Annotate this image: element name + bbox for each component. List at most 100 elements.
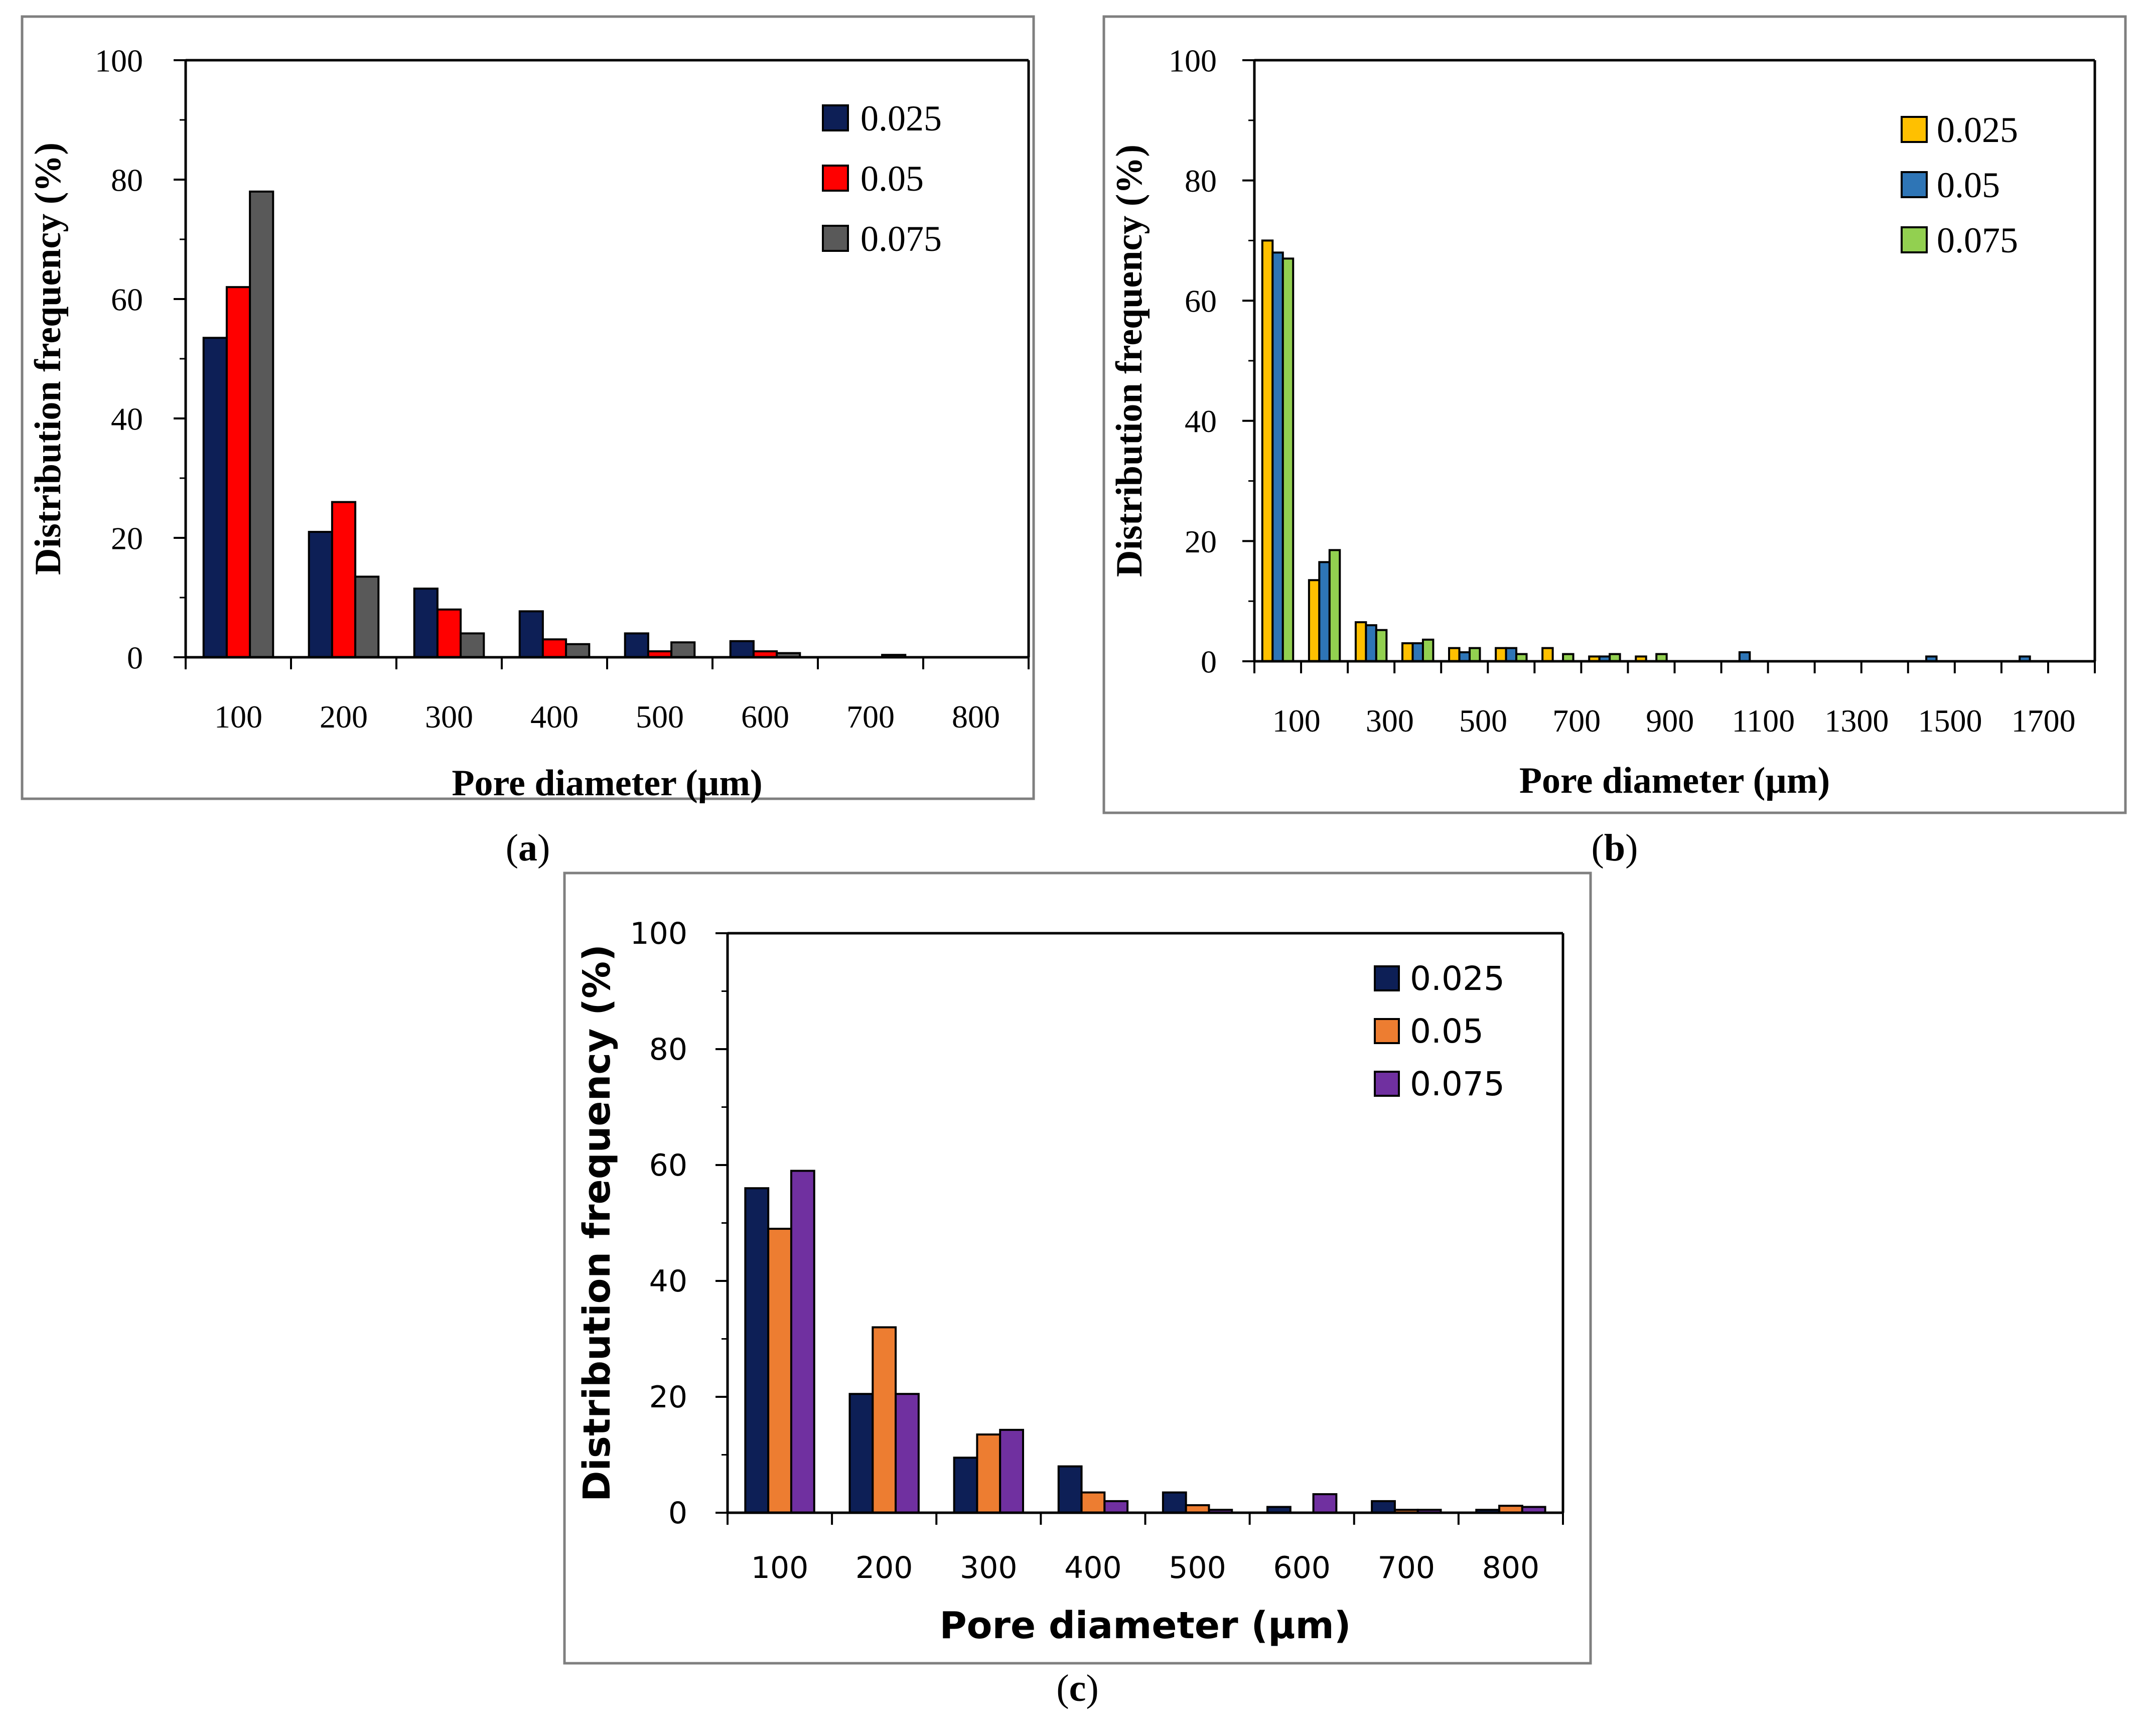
panel-letter: b (1604, 827, 1625, 869)
bar-0.025-400 (1401, 642, 1414, 663)
bar-0.05-400 (1080, 1491, 1106, 1514)
x-tick-label: 100 (214, 699, 262, 735)
y-tick-label: 0 (1201, 644, 1217, 679)
x-tick-label: 1700 (2012, 703, 2076, 739)
legend-label: 0.075 (1410, 1065, 1505, 1103)
x-tick-label: 600 (1273, 1550, 1331, 1585)
paren-open: ( (1592, 827, 1604, 869)
x-tick-label: 100 (1272, 703, 1321, 739)
panel-caption: (b) (1592, 827, 1638, 869)
legend-swatch-0.025 (1901, 116, 1928, 143)
bar-0.075-200 (354, 575, 380, 658)
y-axis-title: Distribution frequency (%) (1109, 144, 1150, 577)
bar-0.025-100 (744, 1187, 770, 1514)
y-axis-title: Distribution frequency (%) (576, 944, 619, 1502)
legend-label: 0.025 (1937, 110, 2018, 150)
bar-0.025-700 (1371, 1500, 1396, 1514)
bar-0.025-700 (1541, 647, 1554, 663)
bar-0.075-300 (1375, 629, 1388, 662)
paren-close: ) (1625, 827, 1638, 869)
bar-0.05-300 (976, 1433, 1001, 1514)
y-tick-label: 60 (1185, 283, 1217, 319)
x-tick-label: 700 (1552, 703, 1601, 739)
bar-0.025-100 (202, 337, 228, 658)
x-tick-label: 500 (1459, 703, 1507, 739)
legend-swatch-0.05 (1374, 1018, 1400, 1044)
panel-caption: (a) (506, 827, 550, 869)
bar-0.025-200 (1308, 579, 1321, 663)
x-tick-label: 200 (855, 1550, 913, 1585)
bar-0.075-400 (565, 643, 591, 658)
x-tick-label: 800 (952, 699, 1000, 735)
y-tick-label: 80 (111, 162, 143, 198)
panel-letter: a (518, 827, 537, 869)
bar-0.075-200 (895, 1393, 920, 1514)
legend-label: 0.05 (1937, 165, 2000, 205)
paren-open: ( (1056, 1667, 1069, 1709)
bar-0.075-300 (460, 632, 485, 659)
legend-label: 0.025 (1410, 959, 1505, 998)
x-tick-label: 400 (530, 699, 579, 735)
y-tick-label: 100 (630, 916, 687, 951)
legend-swatch-0.025 (822, 104, 849, 131)
x-tick-label: 600 (741, 699, 789, 735)
bar-0.05-300 (436, 608, 462, 659)
chart-panel-c: 0 20 40 60 80 100 100 200 300 400 500 600 700 800 Pore… (563, 872, 1592, 1665)
x-tick-label: 1500 (1918, 703, 1982, 739)
x-tick-label: 500 (636, 699, 684, 735)
y-tick-label: 40 (1185, 403, 1217, 439)
x-tick-label: 200 (320, 699, 368, 735)
chart-frame (563, 872, 1592, 1665)
legend-swatch-0.075 (822, 225, 849, 252)
legend-swatch-0.075 (1374, 1071, 1400, 1097)
bar-0.05-400 (541, 638, 567, 659)
legend-label: 0.05 (1410, 1012, 1484, 1051)
bar-0.025-200 (848, 1393, 874, 1514)
x-axis-title: Pore diameter (µm) (939, 1604, 1351, 1647)
paren-close: ) (1086, 1667, 1098, 1709)
bar-0.075-400 (1421, 638, 1435, 662)
bar-0.075-600 (1312, 1493, 1338, 1514)
legend-swatch-0.025 (1374, 965, 1400, 991)
y-tick-label: 40 (111, 401, 143, 437)
bar-0.05-600 (1505, 647, 1518, 663)
bar-0.075-500 (1468, 647, 1481, 663)
bar-0.025-100 (1261, 239, 1274, 662)
y-axis-title: Distribution frequency (%) (28, 142, 69, 575)
paren-open: ( (506, 827, 518, 869)
x-tick-label: 800 (1482, 1550, 1540, 1585)
y-tick-label: 60 (111, 281, 143, 317)
bar-0.075-200 (1328, 549, 1341, 662)
bar-0.075-400 (1103, 1500, 1129, 1514)
x-tick-label: 1100 (1732, 703, 1795, 739)
bar-0.025-500 (1162, 1491, 1187, 1514)
chart-frame (21, 15, 1035, 800)
x-tick-label: 900 (1646, 703, 1694, 739)
y-tick-label: 80 (1185, 163, 1217, 199)
bar-0.05-200 (331, 501, 357, 658)
y-tick-label: 20 (111, 520, 143, 556)
x-tick-label: 1300 (1824, 703, 1889, 739)
x-axis-title: Pore diameter (µm) (1519, 760, 1830, 801)
legend-swatch-0.05 (1901, 171, 1928, 198)
bar-0.075-100 (249, 190, 274, 658)
legend-label: 0.075 (1937, 220, 2018, 260)
legend-label: 0.025 (861, 98, 942, 138)
bar-0.025-600 (1495, 647, 1507, 663)
bar-0.025-200 (308, 531, 333, 658)
bar-0.05-400 (1411, 642, 1424, 663)
x-tick-label: 400 (1064, 1550, 1122, 1585)
bar-0.025-300 (953, 1457, 978, 1514)
bar-0.075-100 (1281, 257, 1295, 662)
bar-0.05-100 (225, 286, 251, 658)
bar-0.05-200 (1318, 561, 1331, 662)
y-tick-label: 0 (127, 640, 143, 675)
legend: 0.025 0.05 0.075 (1374, 959, 1505, 1103)
x-tick-label: 300 (960, 1550, 1018, 1585)
bar-0.05-100 (767, 1228, 792, 1514)
x-tick-label: 500 (1169, 1550, 1226, 1585)
bar-0.05-1100 (1738, 651, 1751, 663)
bar-0.05-500 (1458, 651, 1471, 663)
bar-0.025-400 (1057, 1465, 1083, 1514)
paren-close: ) (537, 827, 550, 869)
